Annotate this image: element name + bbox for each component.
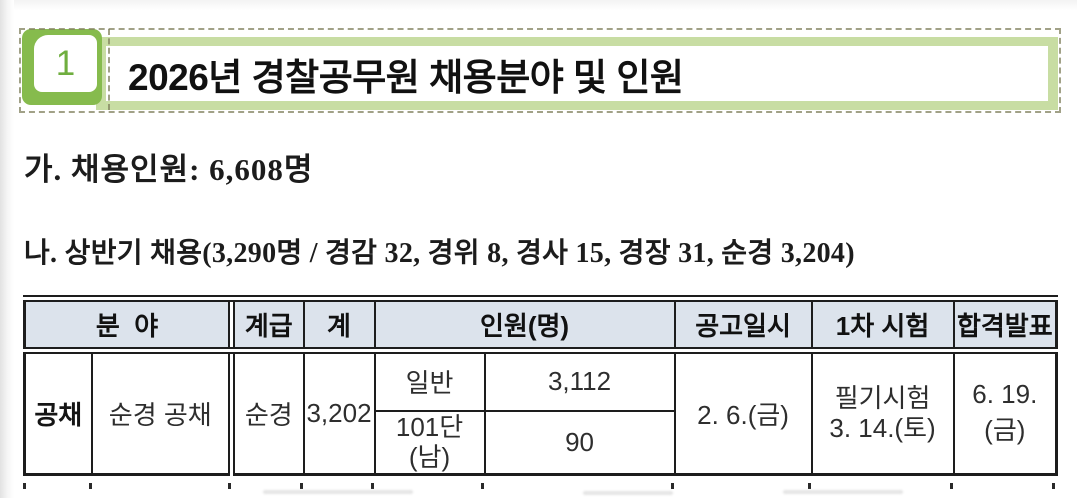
first-half-recruitment-line: 나. 상반기 채용(3,290명 / 경감 32, 경위 8, 경사 15, 경… (24, 238, 855, 269)
table-sub-row: 101단 (남) 90 (25, 409, 1057, 476)
table-header-row: 분 야 계급 계 인원(명) 공고일시 1차 시험 합격발표 (23, 295, 1058, 354)
header-first-exam: 1차 시험 (810, 295, 955, 354)
section-banner: 2026년 경찰공무원 채용분야 및 인원 1 (19, 27, 1061, 113)
header-total: 계 (302, 295, 376, 354)
cell-pass-date: 6. 19.(금) (952, 349, 1058, 476)
banner-title-box: 2026년 경찰공무원 채용분야 및 인원 (106, 46, 1048, 101)
sub-label-101-line2: (남) (408, 442, 451, 473)
cell-sub-count-general: 3,112 (483, 349, 676, 412)
cutoff-next-row (23, 483, 1055, 495)
banner-green-band: 2026년 경찰공무원 채용분야 및 인원 (96, 37, 1058, 110)
header-rank: 계급 (228, 295, 305, 354)
header-pass-announce: 합격발표 (952, 295, 1058, 354)
total-recruitment-line: 가. 채용인원: 6,608명 (24, 152, 314, 187)
recruitment-table: 분 야 계급 계 인원(명) 공고일시 1차 시험 합격발표 공채 순경 공채 … (23, 295, 1059, 476)
photo-left-edge (0, 0, 14, 498)
first-exam-type: 필기시험 (834, 382, 931, 413)
cell-first-exam: 필기시험 3. 14.(토) (810, 349, 955, 476)
cell-category: 공채 (23, 349, 93, 476)
sub-label-101-line1: 101단 (395, 411, 464, 442)
first-exam-date: 3. 14.(토) (829, 413, 936, 444)
cell-sub-count-101: 90 (483, 409, 676, 476)
cell-announce-date: 2. 6.(금) (673, 349, 813, 476)
cell-total: 3,202 (302, 349, 376, 476)
cell-rank: 순경 (228, 349, 305, 476)
section-title: 2026년 경찰공무원 채용분야 및 인원 (128, 56, 684, 98)
header-personnel: 인원(명) (373, 295, 676, 354)
cell-field: 순경 공채 (90, 349, 233, 476)
table-row: 공채 순경 공채 순경 3,202 일반 3,112 2. 6.(금) 필기시험… (23, 349, 1058, 476)
section-number: 1 (55, 43, 76, 83)
header-field: 분 야 (23, 295, 233, 354)
cell-sub-label-general: 일반 (373, 349, 486, 412)
section-number-badge: 1 (22, 29, 102, 105)
photo-top-edge (0, 0, 1077, 10)
section-number-inner: 1 (34, 35, 97, 92)
header-announce-date: 공고일시 (673, 295, 813, 354)
cell-sub-label-101: 101단 (남) (373, 409, 486, 476)
